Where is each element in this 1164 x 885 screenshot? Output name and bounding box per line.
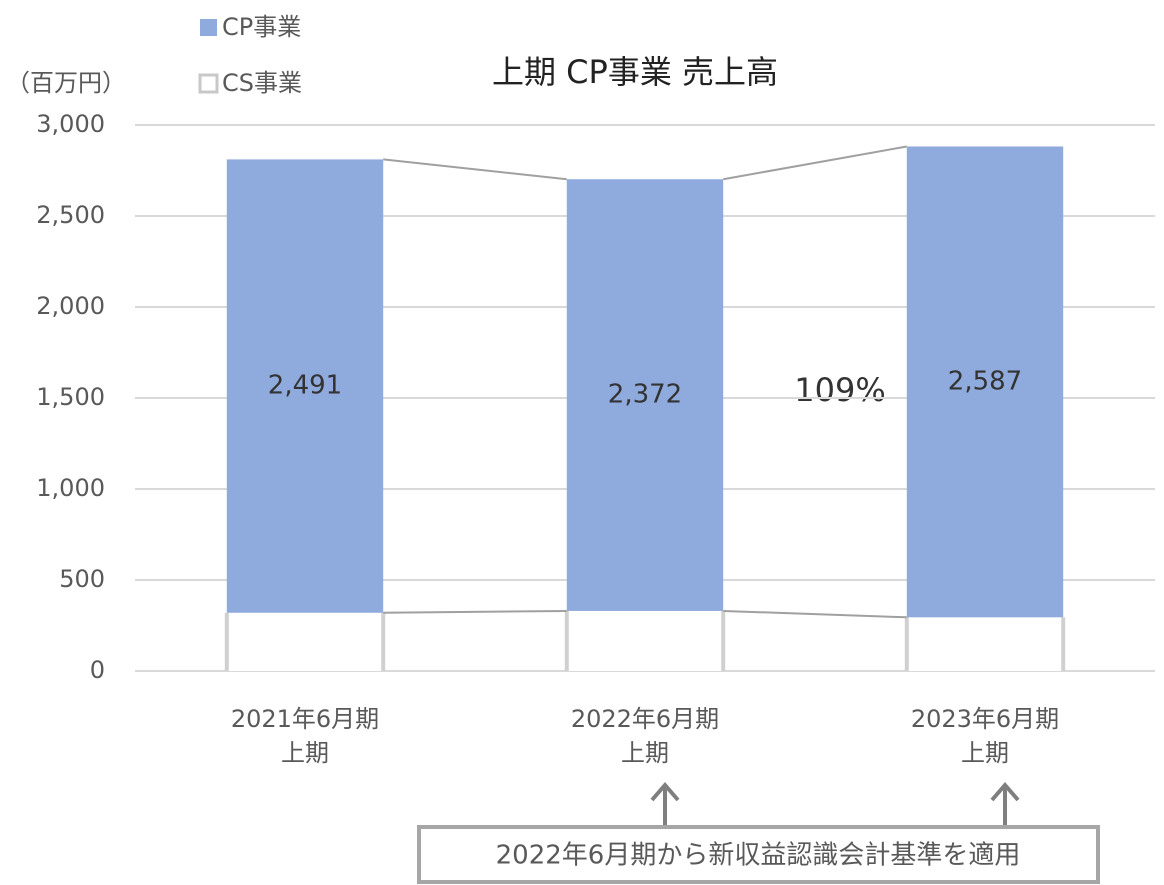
x-tick-label: 上期	[961, 739, 1009, 767]
bar-segment	[226, 612, 384, 671]
series-line	[723, 609, 907, 619]
y-tick-label: 2,000	[36, 292, 105, 320]
y-tick-label: 1,000	[36, 474, 105, 502]
bar-segment	[566, 179, 724, 611]
x-tick-label: 上期	[281, 739, 329, 767]
data-label: 2,491	[268, 371, 342, 401]
bar-segment	[566, 610, 724, 671]
legend-label: CP事業	[222, 13, 301, 41]
arrows	[650, 781, 1020, 826]
y-tick-label: 0	[90, 656, 105, 684]
data-label: 2,372	[608, 380, 682, 410]
bar-segment	[906, 617, 1064, 671]
chart-title: 上期 CP事業 売上高	[492, 53, 778, 91]
bar-segment	[226, 159, 384, 613]
note: 2022年6月期から新収益認識会計基準を適用	[496, 841, 1021, 871]
series-line	[383, 609, 567, 614]
legend-marker	[200, 19, 217, 36]
x-tick-label: 2023年6月期	[911, 705, 1059, 733]
x-tick-label: 2021年6月期	[231, 705, 379, 733]
y-tick-label: 3,000	[36, 110, 105, 138]
legend-marker	[198, 73, 219, 94]
y-tick-label: 1,500	[36, 383, 105, 411]
legend-label: CS事業	[222, 69, 302, 97]
series-line	[723, 145, 907, 181]
y-tick-label: 500	[59, 565, 105, 593]
annotation: 109%	[794, 371, 885, 409]
y-axis-label: （百万円）	[6, 69, 126, 97]
series-line	[383, 158, 567, 181]
data-label: 2,587	[948, 366, 1022, 396]
bar-segment	[906, 146, 1064, 618]
x-tick-label: 2022年6月期	[571, 705, 719, 733]
note-box	[417, 825, 1100, 884]
y-tick-label: 2,500	[36, 201, 105, 229]
x-tick-label: 上期	[621, 739, 669, 767]
